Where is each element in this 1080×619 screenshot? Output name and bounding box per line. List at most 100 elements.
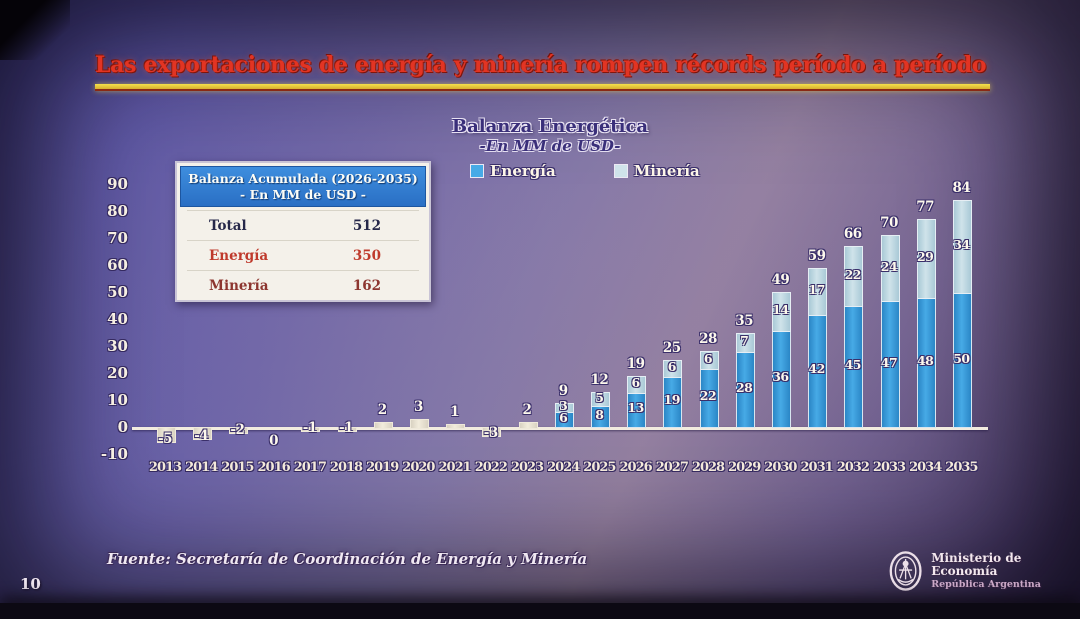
x-axis-tick-2016: 2016 [257,460,291,475]
chart-title: Balanza Energética [451,116,649,137]
bar-value-label: 6 [667,358,677,374]
bar-value-label: 77 [916,199,935,216]
bar-value-label: 8 [595,407,604,423]
x-axis-tick-2027: 2027 [655,460,689,475]
bar-value-label: -1 [339,419,354,436]
bar-value-label: 35 [735,312,754,329]
bar-2019: 2 [373,0,393,619]
bar-value-label: 66 [843,226,862,243]
balance-segment [192,427,212,440]
x-axis-tick-2034: 2034 [909,460,942,475]
table-row-mineria: Minería 162 [187,270,419,300]
energia-value: 350 [352,248,381,265]
balance-segment [301,427,321,432]
mineria-segment [808,267,828,316]
mineria-segment [844,246,864,308]
energia-segment [735,351,755,428]
bar-value-label: 17 [808,281,825,297]
energia-segment [952,292,972,428]
mineria-segment [590,391,610,408]
x-axis-tick-2032: 2032 [836,460,870,475]
bar-value-label: 22 [699,388,717,404]
bar-2025: 8 5 12 [590,0,610,619]
mineria-swatch-icon [613,164,628,178]
balance-segment [482,427,502,438]
bar-2018: -1 [337,0,357,619]
bar-value-label: 22 [844,266,862,282]
y-axis-tick: 20 [107,364,128,382]
bar-2015: -2 [228,0,248,619]
bar-value-label: 28 [735,380,753,396]
x-axis-tick-2018: 2018 [329,460,363,475]
bar-2031: 42 17 59 [808,0,828,619]
x-axis-tick-2028: 2028 [691,460,725,475]
x-axis-tick-2015: 2015 [221,460,254,475]
x-axis-tick-2013: 2013 [148,460,182,475]
bar-value-label: 84 [952,180,971,197]
bar-value-label: 3 [559,397,568,413]
energia-segment [916,297,936,428]
screen-corner-shadow [0,0,70,60]
legend-label-energia: Energía [490,162,556,180]
energia-segment [771,329,791,428]
bar-value-label: 70 [880,215,898,232]
accumulated-table-header-line1: Balanza Acumulada (2026-2035) [188,171,418,186]
bar-value-label: 19 [626,355,645,372]
y-axis-tick: -10 [100,445,128,463]
bar-2020: 3 [409,0,429,619]
mineria-segment [771,292,791,332]
bar-value-label: 19 [663,392,681,408]
bar-value-label: -3 [483,425,499,442]
x-axis-tick-2031: 2031 [800,460,834,475]
bar-value-label: -4 [194,427,209,444]
bar-value-label: 6 [703,350,713,366]
balance-segment [373,421,393,429]
x-axis-line [132,427,988,430]
bar-value-label: 45 [844,357,862,373]
energia-segment [699,367,719,428]
y-axis-tick: 60 [107,256,128,274]
balance-segment [228,427,248,435]
bar-value-label: 29 [916,249,934,265]
mineria-segment [699,351,719,370]
bar-value-label: 42 [808,361,825,377]
bar-value-label: 12 [590,371,609,388]
mineria-segment [627,375,647,394]
balance-segment [337,427,357,432]
chart-subtitle: -En MM de USD- [479,137,621,155]
bar-2035: 50 34 84 [952,0,972,619]
mineria-segment [735,332,755,354]
bar-value-label: 3 [413,398,423,415]
bar-2014: -4 [192,0,212,619]
bar-value-label: 5 [595,389,604,405]
bar-value-label: 1 [450,404,460,421]
x-axis-tick-2029: 2029 [728,460,761,475]
balance-segment [409,418,429,429]
y-axis-tick: 80 [107,202,128,220]
bar-value-label: 50 [953,350,970,366]
y-axis-tick: 50 [107,283,128,301]
x-axis-tick-2022: 2022 [474,460,508,475]
bar-value-label: -5 [158,430,173,447]
bar-2030: 36 14 49 [771,0,791,619]
mineria-segment [663,359,683,378]
energia-segment [627,391,647,428]
title-underline [95,84,990,91]
energia-swatch-icon [470,164,484,178]
balance-segment [156,427,176,443]
bar-2021: 1 [446,0,466,619]
bar-value-label: 14 [772,301,789,317]
bar-2033: 47 24 70 [880,0,900,619]
bar-value-label: 2 [377,401,387,418]
republic-name: República Argentina [931,579,1041,591]
x-axis-tick-2024: 2024 [547,460,580,475]
mineria-value: 162 [352,278,381,295]
y-axis-tick: 0 [117,418,128,436]
x-axis-tick-2035: 2035 [945,460,978,475]
balance-segment [446,424,466,429]
bar-value-label: 25 [662,339,681,356]
bar-value-label: 6 [631,374,640,390]
